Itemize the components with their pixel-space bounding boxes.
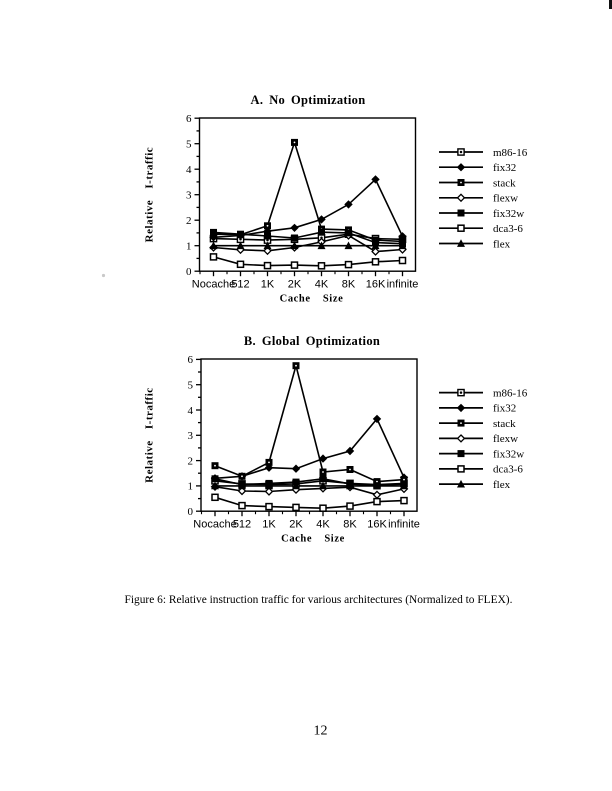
svg-text:B. Global Optimization: B. Global Optimization: [244, 334, 380, 348]
svg-text:stack: stack: [493, 177, 516, 189]
svg-text:1K: 1K: [262, 519, 276, 531]
svg-text:2K: 2K: [288, 279, 302, 291]
svg-text:8K: 8K: [342, 279, 356, 291]
svg-text:Cache Size: Cache Size: [281, 534, 345, 545]
svg-text:1: 1: [186, 241, 192, 253]
svg-text:4K: 4K: [316, 519, 330, 531]
svg-text:Relative I-traffic: Relative I-traffic: [144, 147, 156, 243]
svg-text:5: 5: [188, 380, 194, 392]
svg-text:6: 6: [188, 354, 194, 366]
svg-text:infinite: infinite: [387, 279, 419, 291]
svg-text:2: 2: [188, 455, 194, 467]
svg-text:flexw: flexw: [493, 193, 518, 205]
svg-text:Nocache: Nocache: [192, 279, 235, 291]
svg-text:512: 512: [233, 519, 251, 531]
svg-text:fix32w: fix32w: [493, 448, 524, 460]
svg-text:fix32w: fix32w: [493, 208, 524, 220]
svg-text:flex: flex: [493, 238, 511, 250]
svg-text:3: 3: [188, 430, 194, 442]
svg-text:6: 6: [186, 113, 192, 125]
svg-text:5: 5: [186, 139, 192, 151]
svg-text:Figure 6: Relative instruction: Figure 6: Relative instruction traffic f…: [125, 594, 513, 606]
svg-text:2: 2: [186, 215, 192, 227]
svg-text:16K: 16K: [367, 519, 387, 531]
svg-text:A. No Optimization: A. No Optimization: [251, 93, 366, 107]
svg-text:3: 3: [186, 190, 192, 202]
svg-text:m86-16: m86-16: [493, 387, 528, 399]
svg-text:flexw: flexw: [493, 433, 518, 445]
svg-text:fix32: fix32: [493, 162, 516, 174]
svg-text:flex: flex: [493, 479, 511, 491]
svg-text:2K: 2K: [289, 519, 303, 531]
svg-text:4: 4: [188, 405, 194, 417]
svg-text:0: 0: [188, 506, 194, 518]
svg-text:Nocache: Nocache: [193, 519, 236, 531]
svg-text:m86-16: m86-16: [493, 147, 528, 159]
svg-text:512: 512: [231, 279, 249, 291]
svg-text:12: 12: [314, 724, 328, 739]
svg-text:1: 1: [188, 481, 194, 493]
svg-text:1K: 1K: [261, 279, 275, 291]
svg-text:4: 4: [186, 164, 192, 176]
svg-text:8K: 8K: [343, 519, 357, 531]
svg-text:stack: stack: [493, 418, 516, 430]
svg-text:Cache Size: Cache Size: [280, 294, 344, 305]
svg-text:infinite: infinite: [388, 519, 420, 531]
svg-text:4K: 4K: [315, 279, 329, 291]
svg-text:dca3-6: dca3-6: [493, 464, 523, 476]
svg-text:fix32: fix32: [493, 403, 516, 415]
svg-text:Relative I-traffic: Relative I-traffic: [144, 387, 156, 483]
svg-text:16K: 16K: [366, 279, 386, 291]
svg-text:0: 0: [186, 266, 192, 278]
svg-text:dca3-6: dca3-6: [493, 223, 523, 235]
